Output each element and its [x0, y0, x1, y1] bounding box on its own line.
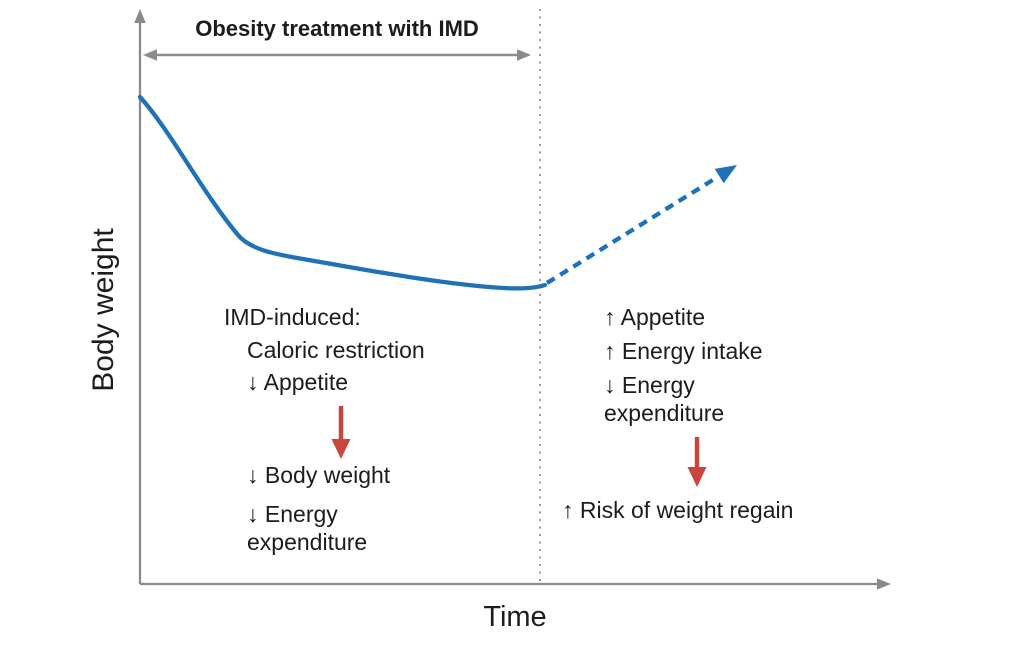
x-axis-label: Time	[483, 601, 547, 633]
weight-regain-arrowhead-icon	[714, 165, 737, 184]
body-weight-curve	[137, 94, 548, 291]
right-annotation-cause: ↑ Appetite	[604, 304, 706, 330]
right-annotation-effect: ↑ Risk of weight regain	[562, 497, 794, 523]
treatment-span-title: Obesity treatment with IMD	[195, 16, 479, 41]
right-annotation-cause: ↑ Energy intake	[604, 338, 763, 364]
left-arrow-icon	[143, 49, 157, 61]
left-annotation-cause: ↓ Appetite	[247, 369, 349, 395]
left-annotation-effect: ↓ Energy expenditure	[247, 501, 368, 556]
weight-regain-dashed-line	[545, 176, 718, 285]
right-red-down-arrow-icon	[687, 467, 707, 487]
left-annotation-effect: ↓ Body weight	[247, 462, 391, 488]
x-axis-arrow-icon	[877, 578, 891, 590]
left-annotation-heading: IMD-induced:	[224, 304, 361, 330]
right-arrow-icon	[517, 49, 531, 61]
left-annotation-cause: Caloric restriction	[247, 337, 425, 363]
right-annotation-cause: ↓ Energy expenditure	[604, 372, 725, 427]
left-red-down-arrow-icon	[331, 439, 351, 459]
y-axis-label: Body weight	[87, 228, 120, 392]
y-axis-arrow-icon	[134, 9, 146, 23]
